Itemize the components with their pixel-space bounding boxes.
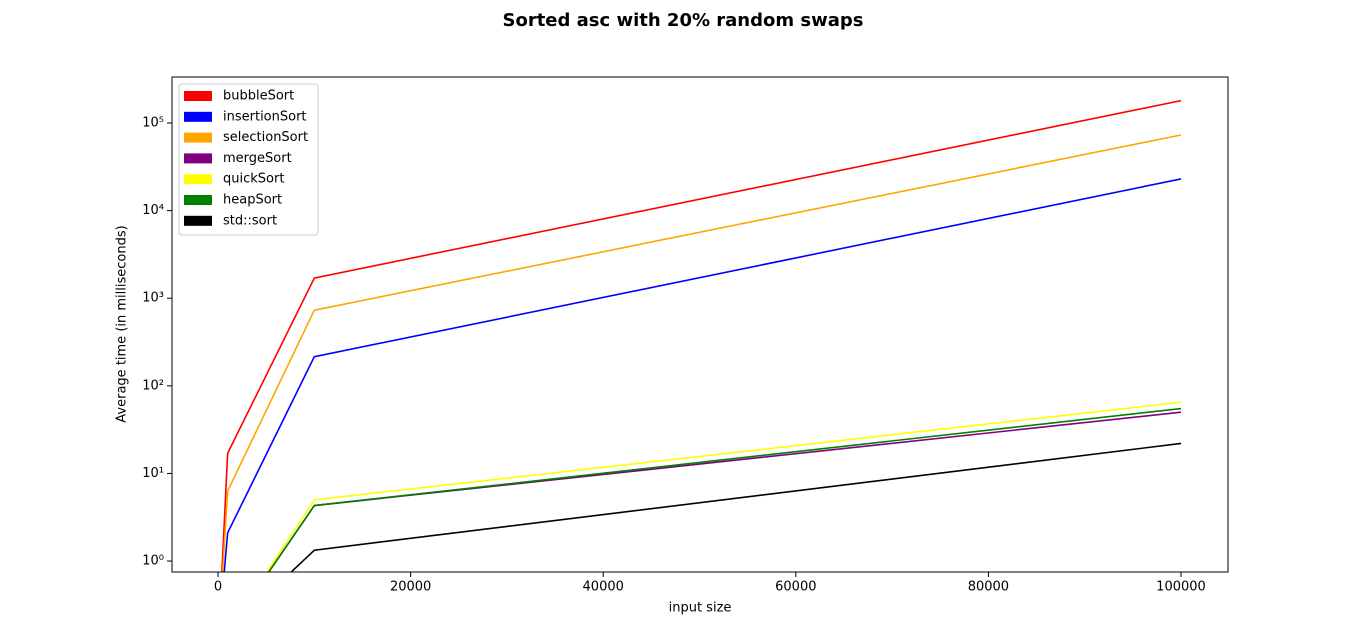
legend-label: mergeSort <box>223 151 292 166</box>
legend-swatch <box>184 153 212 164</box>
series-line <box>267 411 1182 572</box>
x-tick-label: 40000 <box>583 580 624 595</box>
y-tick-label: 10⁴ <box>142 203 164 218</box>
legend-label: quickSort <box>223 172 284 187</box>
series-line <box>221 99 1182 572</box>
x-tick-label: 80000 <box>968 580 1009 595</box>
x-axis-label: input size <box>669 601 732 616</box>
y-tick-label: 10⁵ <box>142 115 164 130</box>
y-axis-label: Average time (in milliseconds) <box>115 225 130 422</box>
y-tick-label: 10¹ <box>142 466 164 481</box>
y-tick-label: 10² <box>142 378 164 393</box>
legend-swatch <box>184 215 212 226</box>
legend-swatch <box>184 91 212 101</box>
legend-label: std::sort <box>223 213 277 228</box>
series-line <box>267 407 1182 572</box>
x-tick-label: 60000 <box>775 580 816 595</box>
series-line <box>221 134 1182 572</box>
series-line <box>223 178 1182 572</box>
legend-swatch <box>184 111 212 122</box>
plot-frame <box>171 76 1229 573</box>
legend-label: bubbleSort <box>223 89 294 104</box>
legend-swatch <box>184 195 212 205</box>
legend-swatch <box>184 132 212 143</box>
x-tick-label: 100000 <box>1156 580 1206 595</box>
chart-title: Sorted asc with 20% random swaps <box>502 10 863 31</box>
legend-label: heapSort <box>223 193 282 208</box>
series-line <box>266 401 1182 572</box>
plot-area <box>221 99 1182 572</box>
x-tick-label: 0 <box>214 580 222 595</box>
legend-label: insertionSort <box>223 109 307 124</box>
y-tick-label: 10³ <box>142 291 164 306</box>
y-tick-label: 10⁰ <box>142 554 164 569</box>
legend-box <box>178 83 319 236</box>
series-line <box>290 442 1182 572</box>
legend-label: selectionSort <box>223 130 308 145</box>
legend-swatch <box>184 174 212 185</box>
x-tick-label: 20000 <box>390 580 431 595</box>
